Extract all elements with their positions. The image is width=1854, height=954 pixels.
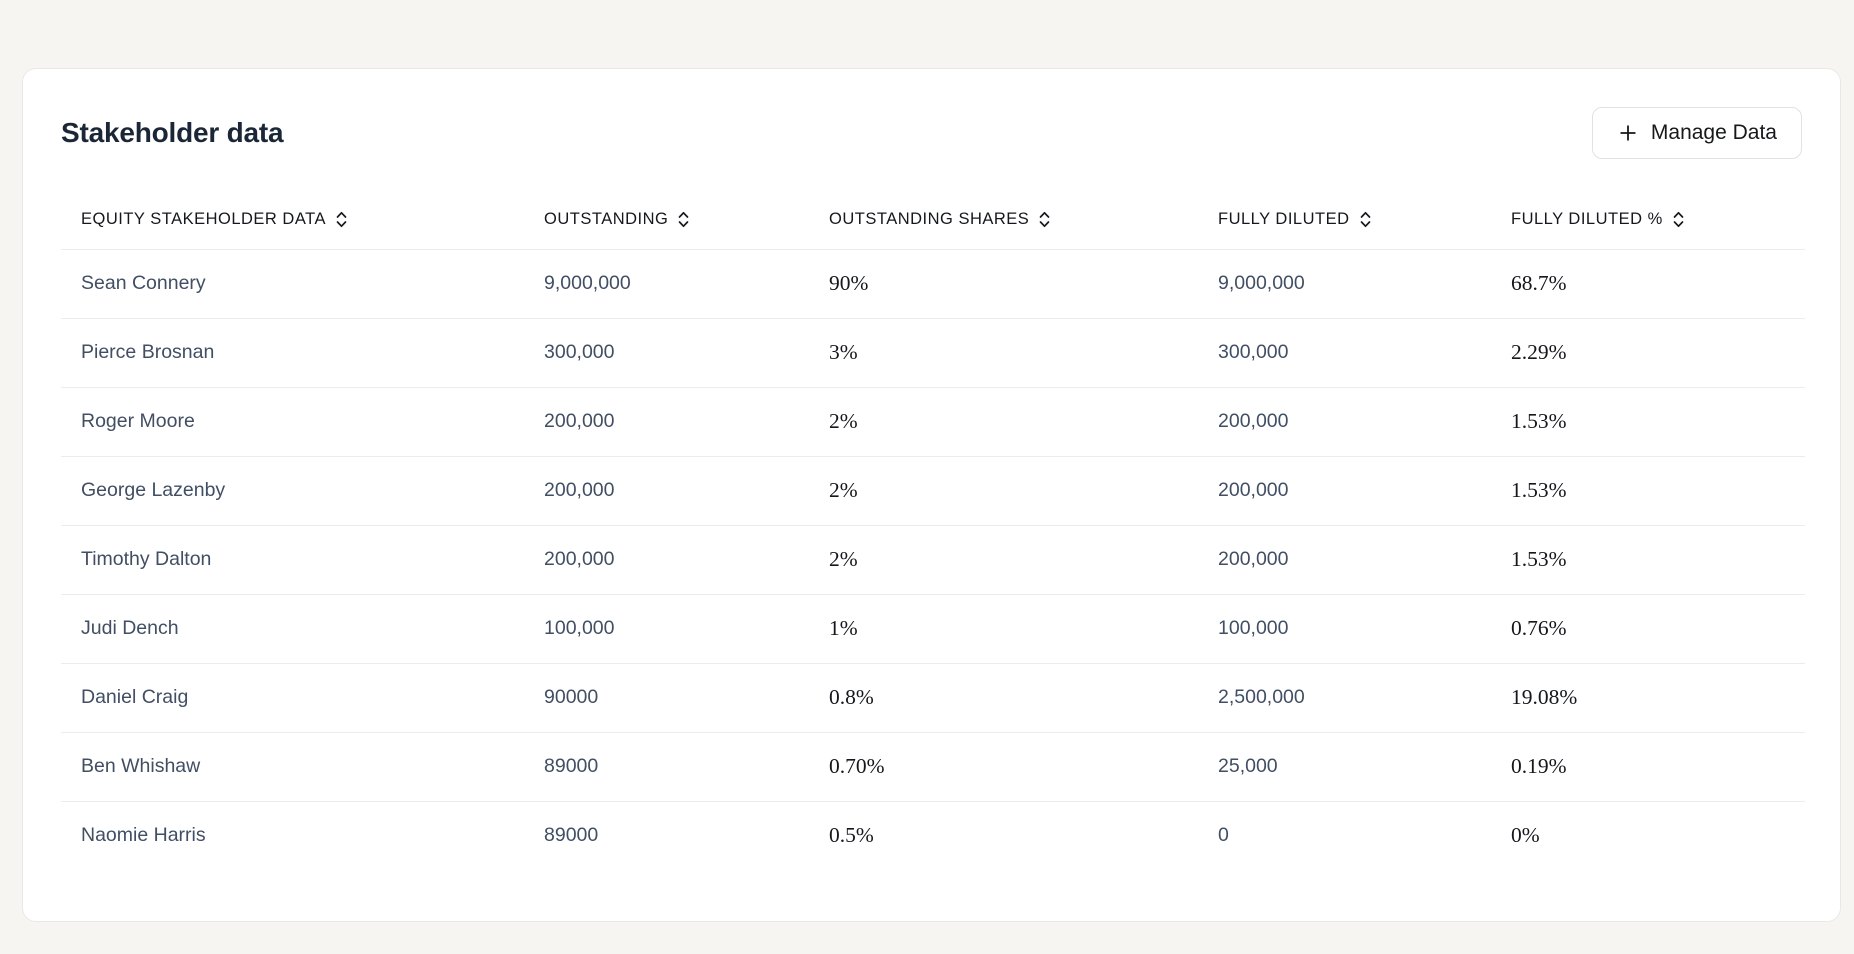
sort-updown-icon: [335, 210, 348, 229]
cell-fully_diluted_pct: 0.76%: [1511, 593, 1805, 663]
cell-fully_diluted_pct: 19.08%: [1511, 662, 1805, 732]
cell-outstanding_shares: 1%: [829, 593, 1218, 663]
column-header-label: FULLY DILUTED: [1218, 209, 1350, 228]
column-header-fully_diluted_pct[interactable]: FULLY DILUTED %: [1511, 159, 1805, 250]
table-row: Daniel Craig 90000 0.8% 2,500,000 19.08%: [61, 662, 1805, 732]
cell-outstanding: 9,000,000: [544, 272, 631, 294]
table-row: Roger Moore 200,000 2% 200,000 1.53%: [61, 386, 1805, 456]
cell-outstanding_shares: 2%: [829, 524, 1218, 594]
cell-fully_diluted_pct: 1.53%: [1511, 455, 1805, 525]
cell-fully_diluted: 2,500,000: [1218, 662, 1511, 732]
cell-outstanding_shares: 0.5%: [829, 800, 1218, 870]
cell-fully_diluted: 200,000: [1218, 455, 1511, 525]
manage-data-button[interactable]: Manage Data: [1591, 107, 1802, 159]
cell-fully_diluted: 25,000: [1218, 731, 1511, 801]
table-row: Naomie Harris 89000 0.5% 0 0%: [61, 800, 1805, 870]
cell-equity_stakeholder_data: Ben Whishaw: [61, 731, 544, 801]
sort-updown-icon: [1359, 210, 1372, 229]
cell-outstanding_shares: 0.8%: [829, 662, 1218, 732]
cell-fully_diluted: 100,000: [1218, 593, 1511, 663]
cell-outstanding: 89000: [544, 800, 829, 870]
cell-equity_stakeholder_data: Timothy Dalton: [61, 524, 544, 594]
manage-data-button-label: Manage Data: [1650, 121, 1777, 144]
column-header-label: EQUITY STAKEHOLDER DATA: [81, 209, 326, 228]
cell-outstanding: 200,000: [544, 455, 829, 525]
table-row: Timothy Dalton 200,000 2% 200,000 1.53%: [61, 524, 1805, 594]
cell-outstanding_shares: 90%: [829, 271, 869, 295]
cell-fully_diluted_pct: 1.53%: [1511, 524, 1805, 594]
table-row: Judi Dench 100,000 1% 100,000 0.76%: [61, 593, 1805, 663]
column-header-label: OUTSTANDING: [544, 209, 669, 228]
stakeholder-card: Stakeholder data Manage Data EQUITY STAK…: [22, 68, 1841, 922]
cell-outstanding_shares: 2%: [829, 455, 1218, 525]
cell-fully_diluted_pct: 0.19%: [1511, 731, 1805, 801]
cell-outstanding_shares: 3%: [829, 317, 1218, 387]
column-header-equity_stakeholder_data[interactable]: EQUITY STAKEHOLDER DATA: [61, 159, 544, 250]
sort-updown-icon: [1672, 210, 1685, 229]
cell-fully_diluted_pct: 2.29%: [1511, 317, 1805, 387]
sort-updown-icon: [677, 210, 690, 229]
column-header-label: OUTSTANDING SHARES: [829, 209, 1030, 228]
cell-equity_stakeholder_data: Roger Moore: [61, 386, 544, 456]
cell-outstanding_shares: 0.70%: [829, 731, 1218, 801]
sort-updown-icon: [1038, 210, 1051, 229]
stakeholder-table: EQUITY STAKEHOLDER DATA OUTSTANDING OUTSTA…: [61, 159, 1805, 870]
column-header-fully_diluted[interactable]: FULLY DILUTED: [1218, 159, 1511, 250]
table-header-row: EQUITY STAKEHOLDER DATA OUTSTANDING OUTSTA…: [61, 159, 1805, 250]
cell-fully_diluted: 300,000: [1218, 317, 1511, 387]
cell-outstanding: 200,000: [544, 524, 829, 594]
cell-equity_stakeholder_data: Sean Connery: [81, 272, 206, 294]
cell-equity_stakeholder_data: Pierce Brosnan: [61, 317, 544, 387]
cell-fully_diluted_pct: 1.53%: [1511, 386, 1805, 456]
table-row: George Lazenby 200,000 2% 200,000 1.53%: [61, 455, 1805, 525]
cell-fully_diluted: 200,000: [1218, 386, 1511, 456]
cell-outstanding: 89000: [544, 731, 829, 801]
cell-fully_diluted_pct: 0%: [1511, 800, 1805, 870]
cell-fully_diluted: 0: [1218, 800, 1511, 870]
column-header-label: FULLY DILUTED %: [1511, 209, 1663, 228]
cell-equity_stakeholder_data: Daniel Craig: [61, 662, 544, 732]
cell-outstanding: 300,000: [544, 317, 829, 387]
cell-equity_stakeholder_data: George Lazenby: [61, 455, 544, 525]
card-header: Stakeholder data Manage Data: [61, 69, 1802, 159]
cell-fully_diluted_pct: 68.7%: [1511, 271, 1567, 295]
table-row: Pierce Brosnan 300,000 3% 300,000 2.29%: [61, 317, 1805, 387]
cell-equity_stakeholder_data: Judi Dench: [61, 593, 544, 663]
cell-fully_diluted: 200,000: [1218, 524, 1511, 594]
cell-fully_diluted: 9,000,000: [1218, 272, 1305, 294]
cell-outstanding_shares: 2%: [829, 386, 1218, 456]
table-row: Sean Connery 9,000,000 90% 9,000,000 68.7%: [61, 249, 1805, 318]
plus-icon: [1617, 122, 1639, 144]
cell-outstanding: 200,000: [544, 386, 829, 456]
column-header-outstanding[interactable]: OUTSTANDING: [544, 159, 829, 250]
cell-outstanding: 90000: [544, 662, 829, 732]
cell-equity_stakeholder_data: Naomie Harris: [61, 800, 544, 870]
page-title: Stakeholder data: [61, 117, 284, 148]
column-header-outstanding_shares[interactable]: OUTSTANDING SHARES: [829, 159, 1218, 250]
table-row: Ben Whishaw 89000 0.70% 25,000 0.19%: [61, 731, 1805, 801]
cell-outstanding: 100,000: [544, 593, 829, 663]
